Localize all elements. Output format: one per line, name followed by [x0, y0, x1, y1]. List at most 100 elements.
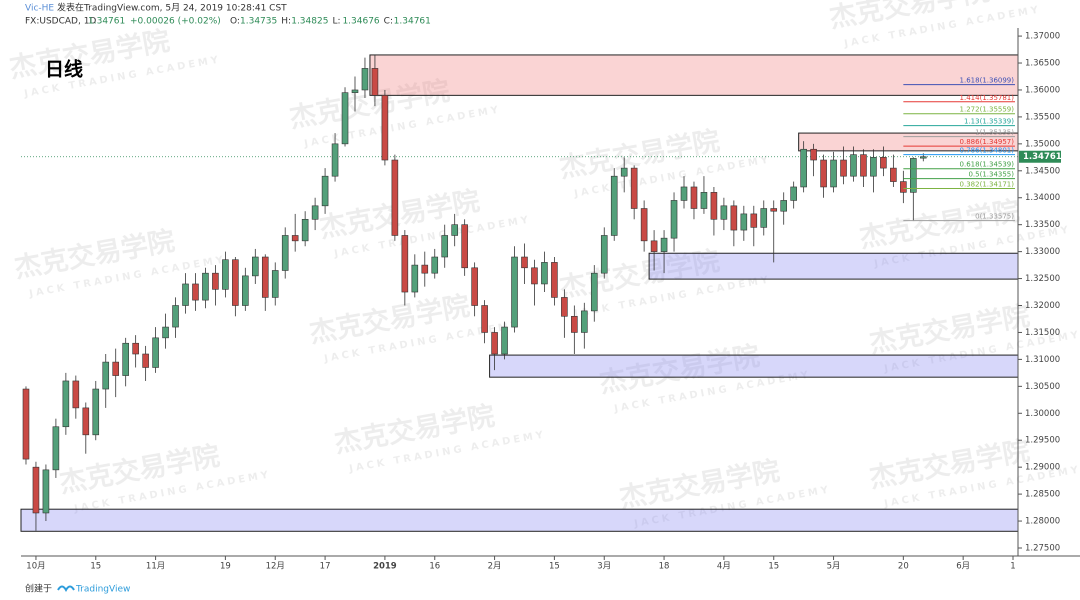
candle-body [411, 264, 419, 293]
candle-body [371, 68, 379, 96]
y-tick-label: 1.30500 [1025, 382, 1060, 392]
candle-body [222, 259, 229, 290]
candle-body [112, 361, 120, 376]
y-tick-label: 1.34000 [1025, 193, 1060, 203]
x-tick-label: 6月 [956, 562, 970, 572]
candle-body [351, 89, 359, 93]
candle-body [212, 272, 219, 290]
candle-body [401, 235, 409, 293]
candle-body [551, 262, 558, 298]
y-tick-label: 1.29000 [1025, 463, 1060, 473]
candle-body [720, 205, 728, 220]
candle-body [291, 235, 299, 242]
x-tick-label: 11月 [146, 562, 165, 572]
candle-body [541, 262, 548, 285]
candle-body [770, 208, 778, 212]
change: +0.00026 (+0.02%) [130, 17, 221, 27]
candle-body [910, 158, 917, 193]
candle-body [331, 143, 339, 177]
fib-label: 0.382(1.34171) [960, 181, 1015, 189]
candle-body [640, 208, 648, 242]
x-tick-label: 12月 [266, 562, 285, 572]
candle-body [341, 92, 349, 145]
candle-body [830, 159, 837, 188]
x-tick-label: 3月 [597, 562, 611, 572]
candle-body [261, 256, 269, 298]
candle-body [72, 380, 80, 409]
candle-body [232, 259, 239, 306]
y-tick-label: 1.33000 [1025, 247, 1060, 257]
candle-body [52, 426, 60, 471]
candle-body [242, 275, 249, 306]
candle-body [840, 159, 847, 177]
candle-body [301, 218, 309, 242]
candle-body [571, 315, 578, 333]
candle-body [880, 157, 887, 169]
candle-body [740, 213, 748, 231]
chart-title: 日线 [45, 58, 83, 81]
candle-body [531, 267, 538, 285]
candle-body [122, 342, 129, 376]
x-tick-label: 1 [1010, 562, 1015, 572]
candle-body [561, 297, 568, 317]
candle-body [850, 154, 857, 177]
candle-body [421, 264, 429, 274]
y-tick-label: 1.31500 [1025, 328, 1060, 338]
ohlc-value: 1.34676 [342, 17, 379, 27]
candle-body [710, 192, 718, 220]
candle-body [581, 310, 588, 333]
y-tick-label: 1.28500 [1025, 490, 1060, 500]
candle-body [281, 235, 289, 271]
candle-body [630, 167, 638, 209]
candle-body [511, 256, 518, 328]
candle-body [481, 305, 488, 333]
candle-body [142, 353, 149, 368]
symbol: FX:USDCAD, 1D [25, 17, 96, 27]
y-tick-label: 1.32500 [1025, 274, 1060, 284]
x-tick-label: 20 [898, 562, 909, 572]
y-tick-label: 1.27500 [1025, 543, 1060, 553]
ohlc-key: H: [281, 17, 291, 27]
zone [489, 354, 1019, 378]
x-tick-label: 5月 [827, 562, 841, 572]
candle-body [321, 175, 329, 207]
candle-body [102, 361, 110, 390]
fib-label: 0.618(1.34539) [960, 161, 1015, 169]
candle-body [451, 224, 458, 236]
y-tick-label: 1.33500 [1025, 220, 1060, 230]
candle-body [471, 267, 478, 306]
candle-body [750, 213, 758, 228]
candle-body [860, 154, 867, 177]
y-tick-label: 1.36500 [1025, 59, 1060, 69]
candle-body [780, 200, 787, 212]
candle-body [680, 186, 688, 201]
candle-body [820, 159, 827, 188]
fib-label: 0.5(1.34355) [968, 171, 1014, 179]
x-tick-label: 15 [549, 562, 560, 572]
author: Vic-HE [25, 4, 54, 14]
candle-body [491, 332, 498, 355]
candle-body [700, 192, 708, 209]
candle-body [610, 175, 618, 236]
y-tick-label: 1.30000 [1025, 409, 1060, 419]
candle-body [182, 283, 189, 306]
fib-label: 0.886(1.34957) [960, 138, 1015, 146]
x-tick-label: 15 [768, 562, 779, 572]
ohlc-key: L: [332, 17, 340, 27]
candle-body [311, 205, 319, 220]
candle-body [441, 235, 449, 258]
candle-body [800, 148, 807, 188]
candle-body [252, 256, 259, 277]
ohlc-value: 1.34825 [291, 17, 328, 27]
y-tick-label: 1.34500 [1025, 166, 1060, 176]
candle-body [32, 466, 40, 514]
candle-body [590, 272, 598, 312]
candle-body [132, 342, 139, 355]
candle-body [501, 326, 508, 355]
candle-body [521, 256, 528, 269]
last-price-label: 1.34761 [1023, 152, 1062, 162]
candle-body [271, 270, 279, 298]
zone [369, 54, 1019, 96]
fib-label: 1.414(1.35781) [960, 94, 1015, 102]
